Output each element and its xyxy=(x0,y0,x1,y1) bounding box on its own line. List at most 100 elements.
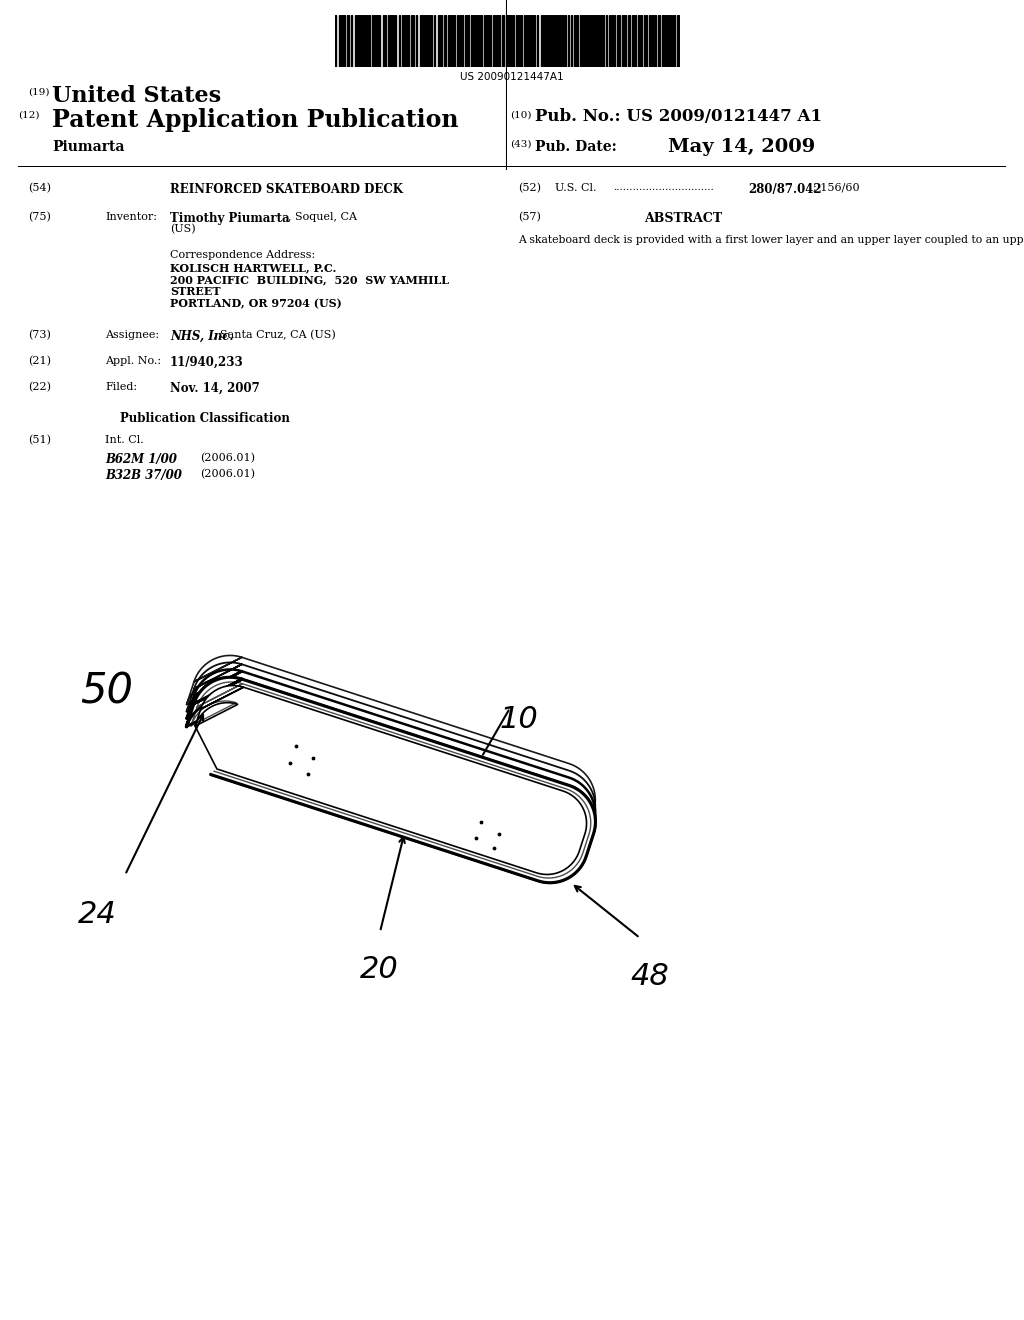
Bar xyxy=(584,15,586,67)
Bar xyxy=(453,15,455,67)
Bar xyxy=(411,15,414,67)
Text: 20: 20 xyxy=(360,954,398,983)
Bar xyxy=(426,15,428,67)
Bar xyxy=(390,15,392,67)
Text: KOLISCH HARTWELL, P.C.: KOLISCH HARTWELL, P.C. xyxy=(170,261,336,273)
Bar xyxy=(474,15,476,67)
Bar xyxy=(347,15,349,67)
Text: (52): (52) xyxy=(518,183,541,193)
Bar xyxy=(512,15,514,67)
Text: 10: 10 xyxy=(500,705,539,734)
Bar xyxy=(364,15,366,67)
Bar xyxy=(677,15,679,67)
Text: May 14, 2009: May 14, 2009 xyxy=(668,139,815,156)
Text: (2006.01): (2006.01) xyxy=(200,469,255,479)
Text: Pub. No.: US 2009/0121447 A1: Pub. No.: US 2009/0121447 A1 xyxy=(535,108,822,125)
Text: US 20090121447A1: US 20090121447A1 xyxy=(460,73,564,82)
Bar xyxy=(601,15,604,67)
Text: Nov. 14, 2007: Nov. 14, 2007 xyxy=(170,381,260,395)
Bar xyxy=(549,15,551,67)
Bar xyxy=(609,15,611,67)
Bar xyxy=(628,15,630,67)
Bar xyxy=(662,15,664,67)
Bar xyxy=(638,15,640,67)
Text: Filed:: Filed: xyxy=(105,381,137,392)
Text: B32B 37/00: B32B 37/00 xyxy=(105,469,182,482)
Text: PORTLAND, OR 97204 (US): PORTLAND, OR 97204 (US) xyxy=(170,298,342,309)
Text: Int. Cl.: Int. Cl. xyxy=(105,436,143,445)
Bar xyxy=(506,15,508,67)
Text: Timothy Piumarta: Timothy Piumarta xyxy=(170,213,290,224)
Bar xyxy=(541,15,544,67)
Text: (75): (75) xyxy=(28,213,51,222)
Bar xyxy=(589,15,591,67)
Bar xyxy=(497,15,500,67)
Text: Correspondence Address:: Correspondence Address: xyxy=(170,249,315,260)
Bar xyxy=(530,15,534,67)
Text: (73): (73) xyxy=(28,330,51,341)
Text: (21): (21) xyxy=(28,356,51,367)
Text: , Soquel, CA: , Soquel, CA xyxy=(288,213,357,222)
Text: 24: 24 xyxy=(78,900,117,929)
Bar xyxy=(383,15,386,67)
Bar xyxy=(574,15,575,67)
Bar xyxy=(658,15,660,67)
Text: United States: United States xyxy=(52,84,221,107)
Bar xyxy=(673,15,675,67)
Text: (2006.01): (2006.01) xyxy=(200,453,255,463)
Text: Publication Classification: Publication Classification xyxy=(120,412,290,425)
Bar xyxy=(632,15,634,67)
Bar xyxy=(592,15,594,67)
Text: 11/940,233: 11/940,233 xyxy=(170,356,244,370)
Text: Appl. No.:: Appl. No.: xyxy=(105,356,161,366)
Polygon shape xyxy=(186,677,595,883)
Bar xyxy=(355,15,357,67)
Bar xyxy=(486,15,489,67)
Bar xyxy=(595,15,598,67)
Text: 280/87.042: 280/87.042 xyxy=(748,183,821,195)
Text: (US): (US) xyxy=(170,224,196,235)
Bar xyxy=(461,15,463,67)
Bar xyxy=(465,15,467,67)
Bar xyxy=(520,15,522,67)
Text: NHS, Inc.: NHS, Inc. xyxy=(170,330,233,343)
Text: Patent Application Publication: Patent Application Publication xyxy=(52,108,459,132)
Text: A skateboard deck is provided with a first lower layer and an upper layer couple: A skateboard deck is provided with a fir… xyxy=(518,235,1024,246)
Text: , Santa Cruz, CA (US): , Santa Cruz, CA (US) xyxy=(213,330,336,341)
Bar xyxy=(376,15,378,67)
Bar xyxy=(652,15,654,67)
Text: Assignee:: Assignee: xyxy=(105,330,159,341)
Text: (57): (57) xyxy=(518,213,541,222)
Text: (22): (22) xyxy=(28,381,51,392)
Bar xyxy=(502,15,504,67)
Bar xyxy=(444,15,446,67)
Bar xyxy=(449,15,450,67)
Bar xyxy=(649,15,651,67)
Bar xyxy=(624,15,626,67)
Text: (43): (43) xyxy=(510,140,531,149)
Text: Inventor:: Inventor: xyxy=(105,213,157,222)
Text: ABSTRACT: ABSTRACT xyxy=(644,213,722,224)
Text: ; 156/60: ; 156/60 xyxy=(813,183,859,193)
Text: STREET: STREET xyxy=(170,286,220,297)
Bar xyxy=(554,15,557,67)
Text: 48: 48 xyxy=(630,962,669,991)
Text: (54): (54) xyxy=(28,183,51,193)
Text: Pub. Date:: Pub. Date: xyxy=(535,140,616,154)
Bar xyxy=(438,15,440,67)
Text: (10): (10) xyxy=(510,111,531,120)
Bar xyxy=(471,15,473,67)
Text: REINFORCED SKATEBOARD DECK: REINFORCED SKATEBOARD DECK xyxy=(170,183,403,195)
Text: (19): (19) xyxy=(28,88,49,96)
Text: U.S. Cl.: U.S. Cl. xyxy=(555,183,597,193)
Text: (51): (51) xyxy=(28,436,51,445)
Bar xyxy=(509,15,511,67)
Text: ...............................: ............................... xyxy=(613,183,714,191)
Text: 50: 50 xyxy=(80,671,133,711)
Text: 200 PACIFIC  BUILDING,  520  SW YAMHILL: 200 PACIFIC BUILDING, 520 SW YAMHILL xyxy=(170,275,449,285)
Bar xyxy=(339,15,341,67)
Text: (12): (12) xyxy=(18,111,40,120)
Polygon shape xyxy=(196,685,587,874)
Bar xyxy=(406,15,409,67)
Text: Piumarta: Piumarta xyxy=(52,140,125,154)
